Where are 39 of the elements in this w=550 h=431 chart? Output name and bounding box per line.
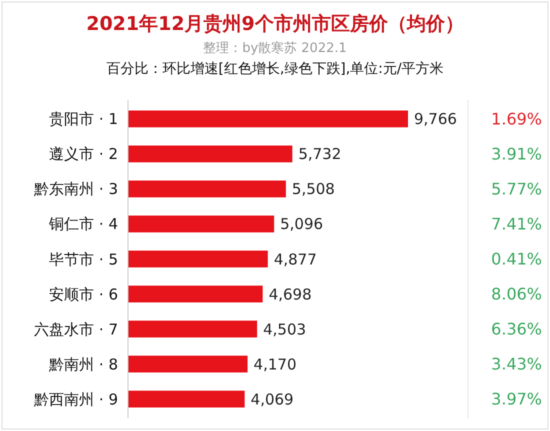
text: 8.06% xyxy=(491,284,542,304)
data-label: 4,698 xyxy=(268,285,312,304)
y-tick-label: 贵阳市 · 1 xyxy=(49,110,118,128)
y-tick-label: 黔东南州 · 3 xyxy=(33,180,118,198)
bar xyxy=(128,146,292,162)
bar xyxy=(128,110,408,128)
text: 3.97% xyxy=(491,390,542,409)
data-label: 4,170 xyxy=(254,355,297,374)
text: 5.77% xyxy=(491,180,542,199)
text: 3.91% xyxy=(491,144,542,164)
text: 6.36% xyxy=(491,320,542,339)
text: 百分比：环比增速[红色增长,绿色下跌],单位:元/平方米 xyxy=(106,61,444,77)
bar xyxy=(128,356,248,372)
bar xyxy=(128,216,274,232)
text: 1.69% xyxy=(491,110,542,129)
bar xyxy=(128,250,268,268)
y-tick-label: 黔西南州 · 9 xyxy=(33,390,118,408)
text: 0.41% xyxy=(491,250,542,269)
y-tick-label: 铜仁市 · 4 xyxy=(48,215,118,234)
data-label: 4,503 xyxy=(263,320,306,338)
data-label: 5,096 xyxy=(280,215,324,234)
text: 3.43% xyxy=(491,354,542,374)
data-label: 4,877 xyxy=(274,250,317,268)
data-label: 4,069 xyxy=(250,390,294,408)
bar xyxy=(128,286,263,302)
y-tick-label: 六盘水市 · 7 xyxy=(34,320,118,338)
data-label: 5,508 xyxy=(292,180,335,198)
y-tick-label: 安顺市 · 6 xyxy=(49,285,118,304)
chart-subtitle: 整理：by散寒苏 2022.1 xyxy=(203,40,347,56)
data-label: 9,766 xyxy=(414,110,457,128)
text: 7.41% xyxy=(491,214,542,234)
chart-title: 2021年12月贵州9个市州市区房价（均价） xyxy=(86,13,464,35)
data-label: 5,732 xyxy=(298,145,342,164)
y-tick-label: 黔南州 · 8 xyxy=(48,355,118,374)
y-tick-label: 遵义市 · 2 xyxy=(49,145,118,164)
y-tick-label: 毕节市 · 5 xyxy=(49,250,118,268)
bar xyxy=(128,390,245,408)
bar xyxy=(128,320,258,338)
bar xyxy=(128,180,286,198)
